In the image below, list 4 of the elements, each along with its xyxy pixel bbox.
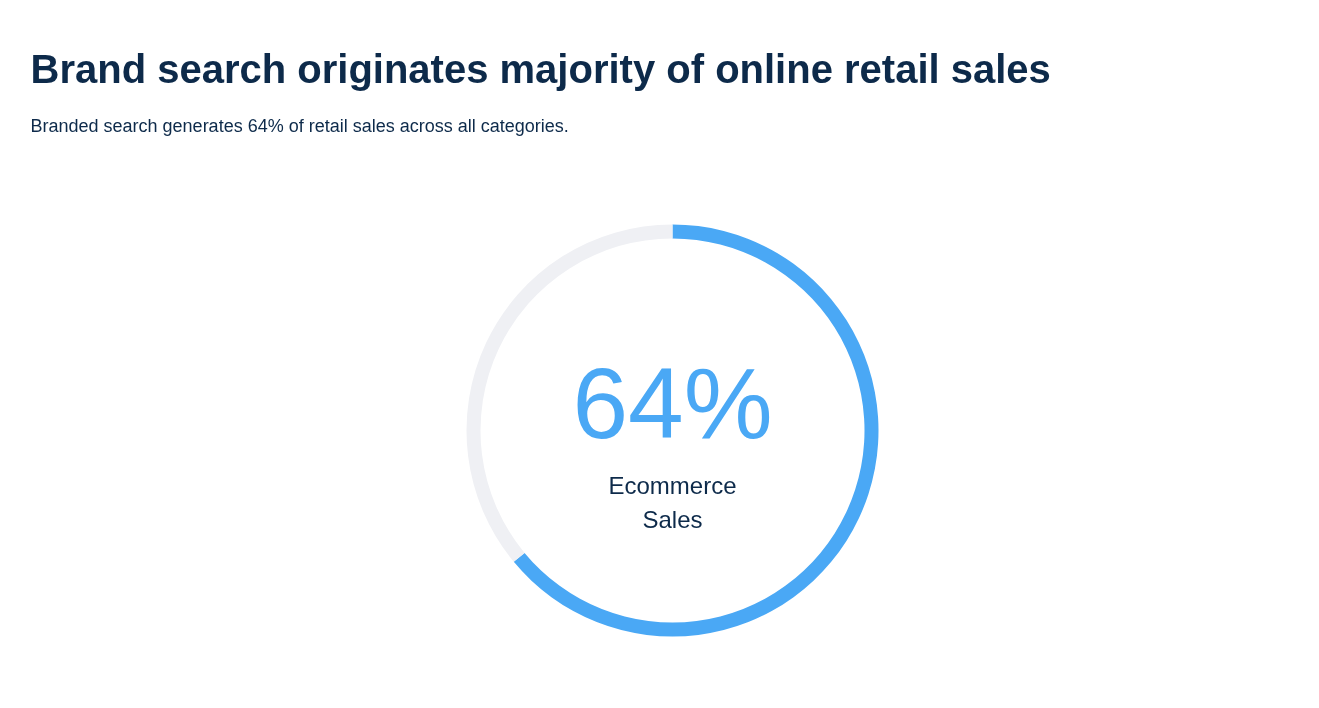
chart-title: Brand search originates majority of online retail sales: [30, 46, 1051, 91]
data-label: 64%: [572, 346, 773, 459]
slice-label: Ecommerce Sales: [608, 472, 737, 533]
text: Branded search generates 64% of retail sales across all categories.: [30, 115, 569, 136]
